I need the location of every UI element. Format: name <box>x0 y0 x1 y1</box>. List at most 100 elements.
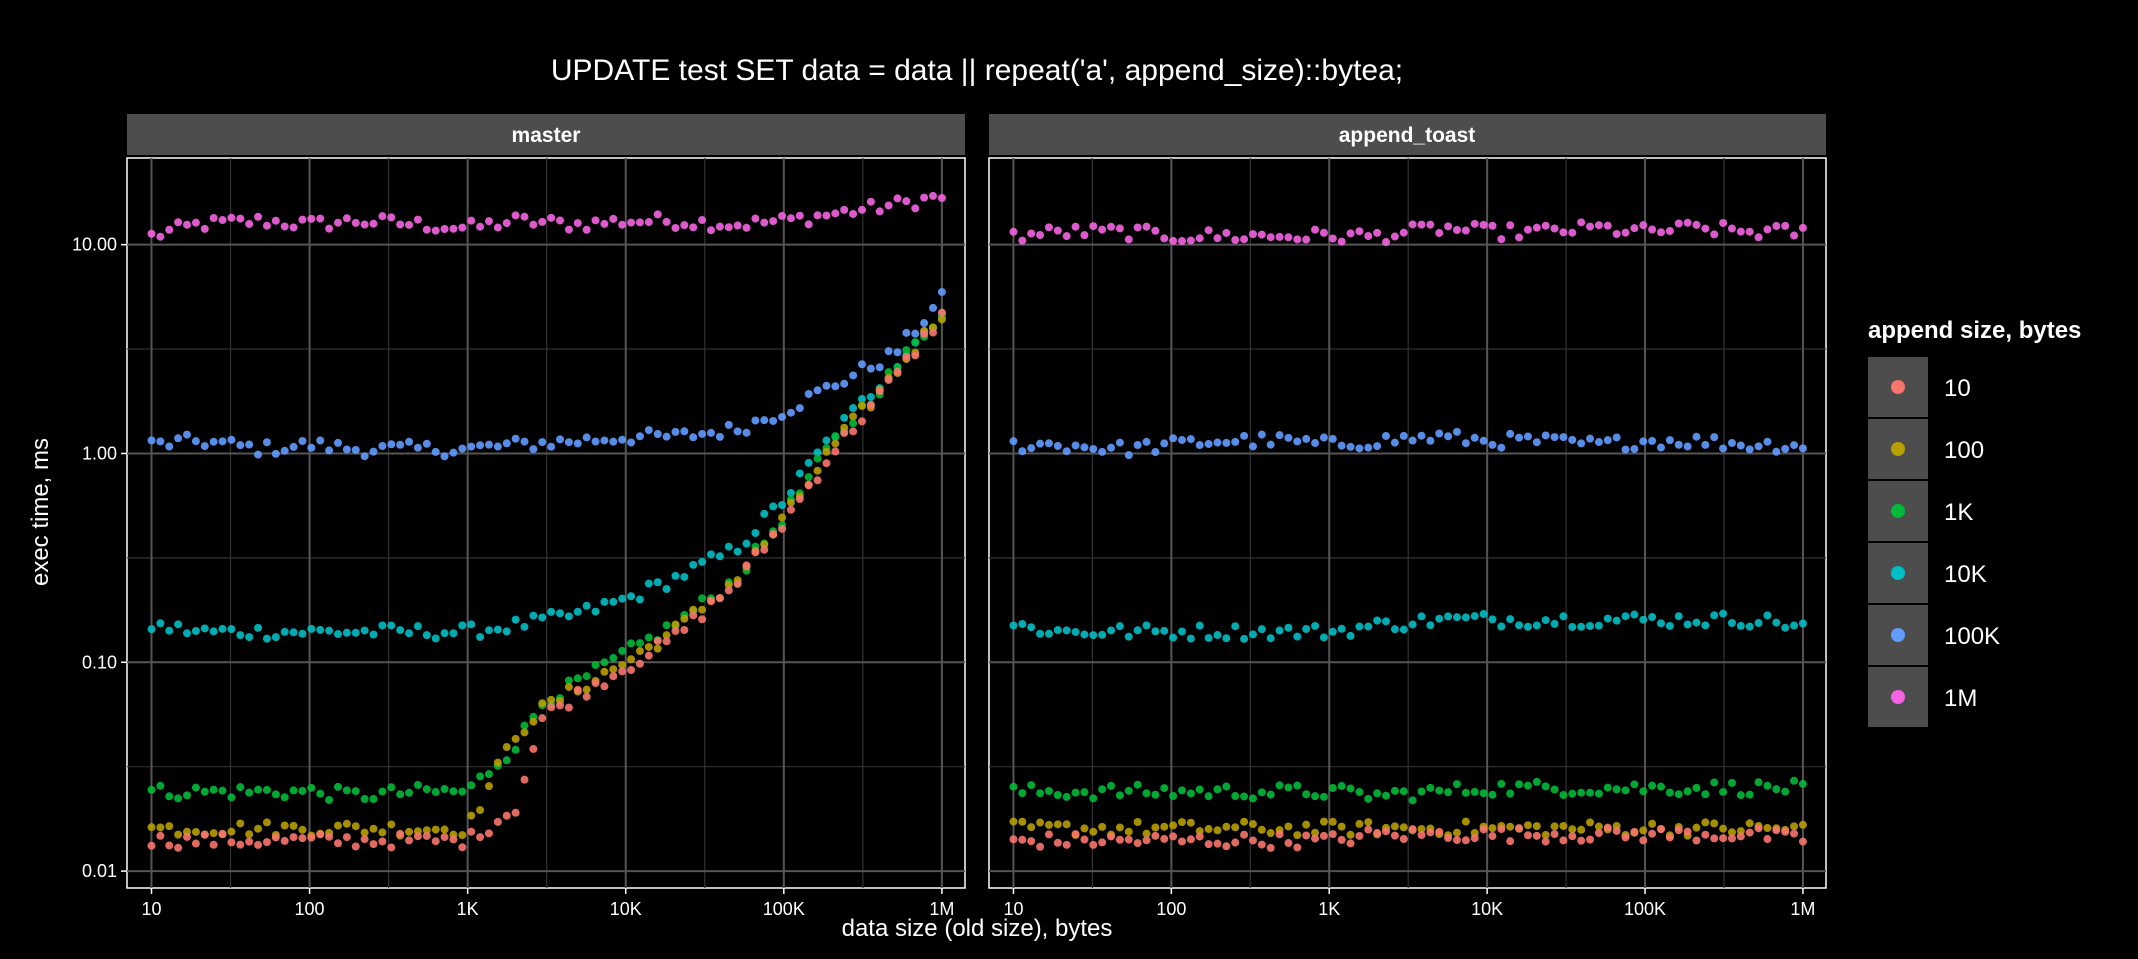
data-point-100K <box>1124 451 1133 460</box>
data-point-100K <box>529 445 538 454</box>
data-point-1K <box>884 368 893 377</box>
data-point-1K <box>307 783 316 792</box>
data-point-1M <box>1382 238 1391 247</box>
data-point-100 <box>1240 817 1249 826</box>
data-point-10K <box>1594 621 1603 630</box>
data-point-10K <box>1373 616 1382 625</box>
data-point-10 <box>280 836 289 845</box>
data-point-10 <box>1435 827 1444 836</box>
data-point-10K <box>1302 624 1311 633</box>
data-point-1K <box>476 772 485 781</box>
data-point-10 <box>1089 840 1098 849</box>
data-point-1K <box>1107 781 1116 790</box>
data-point-100K <box>1781 444 1790 453</box>
data-point-100 <box>245 830 254 839</box>
data-point-10 <box>236 840 245 849</box>
data-point-100K <box>165 442 174 451</box>
data-point-1K <box>511 745 520 754</box>
data-point-10 <box>422 831 431 840</box>
data-point-1M <box>929 191 938 200</box>
data-point-1M <box>840 205 849 214</box>
data-point-10 <box>1550 830 1559 839</box>
data-point-10K <box>1399 625 1408 634</box>
data-point-100 <box>1062 820 1071 829</box>
data-point-10 <box>156 831 165 840</box>
data-point-1K <box>1160 784 1169 793</box>
data-point-10K <box>316 625 325 634</box>
data-point-100 <box>689 605 698 614</box>
data-point-10 <box>1080 835 1089 844</box>
data-point-100K <box>875 363 884 372</box>
data-point-10K <box>1790 621 1799 630</box>
data-point-100 <box>422 826 431 835</box>
data-point-100 <box>1169 821 1178 830</box>
data-point-10 <box>1293 843 1302 852</box>
chart-title: UPDATE test SET data = data || repeat('a… <box>551 54 1403 87</box>
data-point-1M <box>413 215 422 224</box>
data-point-10 <box>937 308 946 317</box>
data-point-100K <box>564 438 573 447</box>
data-point-1K <box>1328 784 1337 793</box>
data-point-10 <box>1577 836 1586 845</box>
data-point-10K <box>1452 613 1461 622</box>
data-point-1K <box>1036 789 1045 798</box>
data-point-1K <box>502 756 511 765</box>
data-point-1K <box>254 785 263 794</box>
data-point-10K <box>1053 626 1062 635</box>
data-point-1M <box>680 221 689 230</box>
data-point-10 <box>1071 830 1080 839</box>
data-point-10 <box>804 481 813 490</box>
data-point-1K <box>484 770 493 779</box>
data-point-10 <box>1027 837 1036 846</box>
data-point-1K <box>236 783 245 792</box>
data-point-10K <box>1266 634 1275 643</box>
data-point-100K <box>662 432 671 441</box>
data-point-1M <box>396 220 405 229</box>
data-point-10K <box>1027 623 1036 632</box>
data-point-1M <box>1798 223 1807 232</box>
data-point-10 <box>1506 837 1515 846</box>
data-point-1M <box>1772 221 1781 230</box>
data-point-100K <box>209 437 218 446</box>
data-point-100K <box>1027 444 1036 453</box>
data-point-1K <box>1027 781 1036 790</box>
data-point-10K <box>1745 622 1754 631</box>
data-point-10 <box>174 843 183 852</box>
data-point-1M <box>778 211 787 220</box>
data-point-10 <box>458 843 467 852</box>
data-point-100 <box>671 620 680 629</box>
data-point-10K <box>511 615 520 624</box>
data-point-10K <box>591 607 600 616</box>
data-point-10 <box>245 837 254 846</box>
data-point-100K <box>520 437 529 446</box>
data-point-10K <box>538 613 547 622</box>
data-point-100K <box>1532 438 1541 447</box>
data-point-1M <box>1009 227 1018 236</box>
data-point-100K <box>1674 440 1683 449</box>
data-point-10 <box>724 586 733 595</box>
data-point-10 <box>1568 832 1577 841</box>
data-point-10 <box>165 841 174 850</box>
data-point-100 <box>1009 817 1018 826</box>
data-point-10K <box>1754 619 1763 628</box>
data-point-1K <box>1488 790 1497 799</box>
data-point-1M <box>218 216 227 225</box>
data-point-10 <box>1648 829 1657 838</box>
data-point-1M <box>1027 229 1036 238</box>
facet-label-append-toast: append_toast <box>1339 124 1476 147</box>
data-point-1M <box>1248 230 1257 239</box>
data-point-1K <box>1053 791 1062 800</box>
data-point-10 <box>1036 842 1045 851</box>
data-point-10 <box>1586 835 1595 844</box>
data-point-100K <box>458 444 467 453</box>
data-point-1M <box>1257 230 1266 239</box>
data-point-100K <box>289 442 298 451</box>
data-point-100K <box>325 446 334 455</box>
data-point-100K <box>742 428 751 437</box>
data-point-1M <box>573 219 582 228</box>
data-point-10K <box>1727 618 1736 627</box>
data-point-10 <box>600 682 609 691</box>
data-point-10 <box>1044 830 1053 839</box>
data-point-1K <box>156 781 165 790</box>
data-point-100 <box>1053 820 1062 829</box>
